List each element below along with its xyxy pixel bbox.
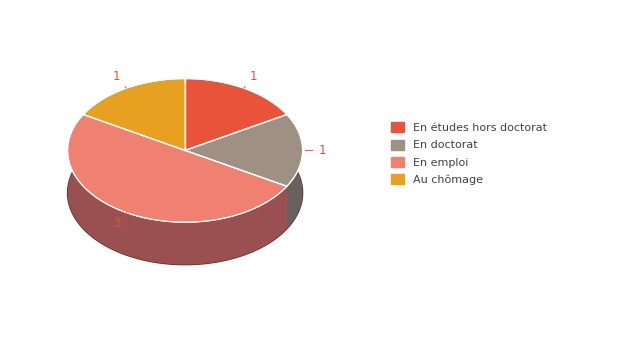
Polygon shape: [83, 115, 185, 193]
Polygon shape: [83, 115, 185, 193]
Polygon shape: [68, 121, 303, 265]
Polygon shape: [185, 115, 287, 193]
Polygon shape: [185, 115, 287, 193]
Polygon shape: [185, 150, 287, 229]
Text: 3: 3: [113, 212, 126, 231]
Polygon shape: [185, 115, 303, 186]
Polygon shape: [287, 115, 303, 229]
Polygon shape: [68, 115, 287, 265]
Text: 1: 1: [244, 70, 257, 88]
Polygon shape: [83, 79, 185, 157]
Polygon shape: [185, 79, 287, 150]
Legend: En études hors doctorat, En doctorat, En emploi, Au chômage: En études hors doctorat, En doctorat, En…: [387, 118, 552, 190]
Polygon shape: [185, 79, 287, 157]
Polygon shape: [83, 79, 185, 150]
Polygon shape: [68, 115, 287, 222]
Polygon shape: [185, 150, 287, 229]
Text: 1: 1: [113, 70, 126, 88]
Text: 1: 1: [305, 144, 326, 157]
